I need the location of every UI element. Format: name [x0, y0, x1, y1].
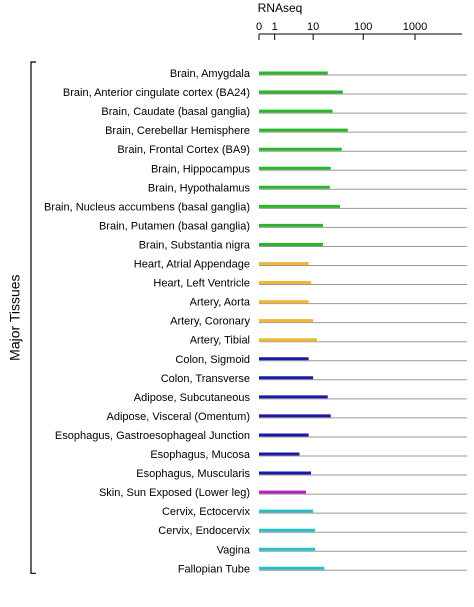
- category-label: Esophagus, Muscularis: [136, 468, 250, 480]
- x-tick-label: 1: [272, 21, 278, 33]
- category-label: Cervix, Endocervix: [158, 525, 250, 537]
- category-label: Brain, Nucleus accumbens (basal ganglia): [44, 201, 250, 213]
- chart-row: Brain, Caudate (basal ganglia): [101, 106, 467, 118]
- chart-rows: Brain, Amygdala Brain, Anterior cingulate…: [44, 68, 467, 575]
- chart-row: Brain, Anterior cingulate cortex (BA24): [63, 87, 467, 99]
- chart-row: Colon, Transverse: [161, 373, 467, 385]
- chart-row: Heart, Atrial Appendage: [134, 259, 467, 271]
- category-label: Brain, Anterior cingulate cortex (BA24): [63, 87, 250, 99]
- category-label: Fallopian Tube: [178, 563, 250, 575]
- chart-row: Cervix, Endocervix: [158, 525, 467, 537]
- chart-row: Adipose, Visceral (Omentum): [107, 411, 467, 423]
- category-label: Brain, Hypothalamus: [148, 182, 251, 194]
- chart-row: Esophagus, Gastroesophageal Junction: [55, 430, 467, 442]
- chart-row: Brain, Hypothalamus: [148, 182, 467, 194]
- chart-row: Colon, Sigmoid: [175, 354, 467, 366]
- x-axis: 0 1 10 100 1000: [256, 21, 462, 40]
- chart-row: Artery, Aorta: [190, 297, 467, 309]
- category-label: Adipose, Subcutaneous: [134, 392, 251, 404]
- category-label: Artery, Aorta: [190, 297, 251, 309]
- chart-row: Brain, Frontal Cortex (BA9): [117, 144, 467, 156]
- chart-row: Brain, Amygdala: [170, 68, 467, 80]
- x-tick-label: 0: [256, 21, 262, 33]
- chart-row: Brain, Cerebellar Hemisphere: [105, 125, 467, 137]
- category-label: Artery, Tibial: [190, 335, 250, 347]
- chart-row: Brain, Hippocampus: [151, 163, 467, 175]
- x-tick-label: 1000: [403, 21, 427, 33]
- chart-title: RNAseq: [258, 1, 303, 15]
- category-label: Brain, Hippocampus: [151, 163, 251, 175]
- category-label: Colon, Sigmoid: [175, 354, 250, 366]
- chart-row: Brain, Nucleus accumbens (basal ganglia): [44, 201, 467, 213]
- chart-row: Vagina: [217, 544, 467, 556]
- category-label: Skin, Sun Exposed (Lower leg): [99, 487, 250, 499]
- chart-row: Artery, Coronary: [170, 316, 467, 328]
- chart-row: Artery, Tibial: [190, 335, 467, 347]
- category-label: Heart, Atrial Appendage: [134, 259, 250, 271]
- category-label: Brain, Putamen (basal ganglia): [99, 220, 250, 232]
- chart-row: Heart, Left Ventricle: [153, 278, 467, 290]
- category-label: Cervix, Ectocervix: [162, 506, 251, 518]
- chart-row: Brain, Substantia nigra: [139, 239, 467, 251]
- category-label: Esophagus, Mucosa: [150, 449, 251, 461]
- category-label: Brain, Substantia nigra: [139, 239, 251, 251]
- category-label: Vagina: [217, 544, 251, 556]
- category-label: Brain, Amygdala: [170, 68, 251, 80]
- x-tick-label: 10: [307, 21, 319, 33]
- group-bracket: [30, 61, 36, 574]
- category-label: Colon, Transverse: [161, 373, 250, 385]
- x-tick-label: 100: [354, 21, 372, 33]
- category-label: Brain, Cerebellar Hemisphere: [105, 125, 250, 137]
- category-label: Esophagus, Gastroesophageal Junction: [55, 430, 250, 442]
- chart-row: Esophagus, Mucosa: [150, 449, 467, 461]
- group-title: Major Tissues: [7, 274, 23, 360]
- category-label: Artery, Coronary: [170, 316, 250, 328]
- chart-row: Fallopian Tube: [178, 563, 467, 575]
- chart-row: Skin, Sun Exposed (Lower leg): [99, 487, 467, 499]
- category-label: Brain, Caudate (basal ganglia): [101, 106, 250, 118]
- category-label: Adipose, Visceral (Omentum): [107, 411, 250, 423]
- group-bracket-line: [30, 61, 36, 574]
- category-label: Brain, Frontal Cortex (BA9): [117, 144, 250, 156]
- category-label: Heart, Left Ventricle: [153, 278, 250, 290]
- chart-row: Brain, Putamen (basal ganglia): [99, 220, 467, 232]
- chart-row: Adipose, Subcutaneous: [134, 392, 467, 404]
- chart-row: Cervix, Ectocervix: [162, 506, 467, 518]
- chart-row: Esophagus, Muscularis: [136, 468, 467, 480]
